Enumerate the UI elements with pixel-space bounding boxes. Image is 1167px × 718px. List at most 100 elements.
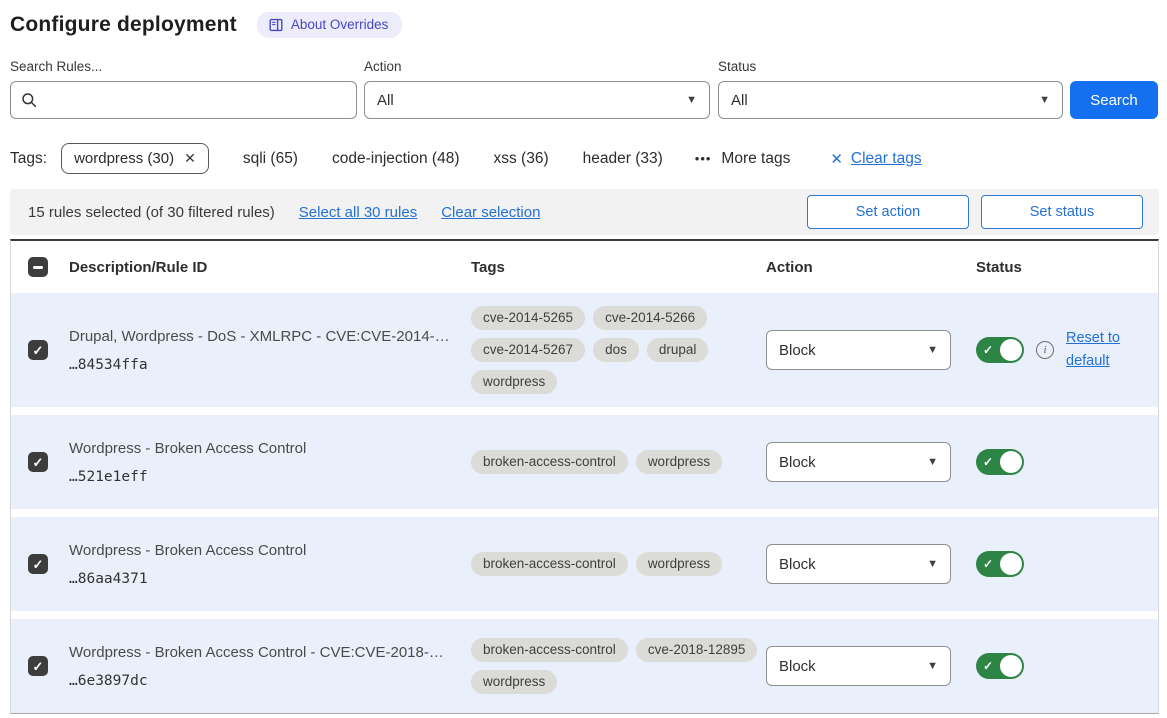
tag-pill: broken-access-control <box>471 552 628 576</box>
tag-filter-header[interactable]: header (33) <box>582 149 663 167</box>
check-icon: ✓ <box>983 455 994 469</box>
set-status-button[interactable]: Set status <box>981 195 1143 229</box>
check-icon: ✓ <box>983 343 994 357</box>
search-rules-label: Search Rules... <box>10 59 103 74</box>
tag-pill: cve-2018-12895 <box>635 638 758 662</box>
rule-id: …84534ffa <box>69 357 148 374</box>
clear-selection-link[interactable]: Clear selection <box>441 203 541 221</box>
info-icon: i <box>1036 341 1054 359</box>
action-select[interactable]: Block ▼ <box>766 330 951 370</box>
chevron-down-icon: ▼ <box>686 94 697 106</box>
rules-table: Description/Rule ID Tags Action Status ✓… <box>10 239 1159 714</box>
rule-id: …6e3897dc <box>69 673 148 690</box>
status-toggle[interactable]: ✓ <box>976 551 1024 577</box>
rule-description: Wordpress - Broken Access Control - CVE:… <box>69 643 444 661</box>
rule-tags: broken-access-control cve-2018-12895 wor… <box>471 638 766 694</box>
action-select-value: Block <box>779 555 816 573</box>
toggle-knob <box>1000 339 1022 361</box>
status-toggle[interactable]: ✓ <box>976 337 1024 363</box>
action-select[interactable]: Block ▼ <box>766 646 951 686</box>
status-toggle[interactable]: ✓ <box>976 653 1024 679</box>
column-header-status: Status <box>976 258 1022 276</box>
chevron-down-icon: ▼ <box>927 660 938 672</box>
ellipsis-icon: ••• <box>694 151 712 166</box>
selected-tag-label: wordpress (30) <box>74 150 175 167</box>
tag-pill: cve-2014-5267 <box>471 338 586 362</box>
action-select-value: Block <box>779 453 816 471</box>
search-button[interactable]: Search <box>1070 81 1158 119</box>
tag-filter-code-injection[interactable]: code-injection (48) <box>331 149 460 167</box>
more-tags-label: More tags <box>721 149 791 167</box>
set-action-button[interactable]: Set action <box>807 195 969 229</box>
status-filter-label: Status <box>718 59 757 74</box>
chevron-down-icon: ▼ <box>927 456 938 468</box>
clear-tags-label: Clear tags <box>850 149 922 167</box>
remove-tag-icon[interactable]: ✕ <box>184 150 196 166</box>
action-select[interactable]: Block ▼ <box>766 544 951 584</box>
rule-tags: broken-access-control wordpress <box>471 450 766 474</box>
row-checkbox[interactable]: ✓ <box>28 340 48 360</box>
table-row: ✓ Wordpress - Broken Access Control …86a… <box>11 517 1158 611</box>
selection-summary: 15 rules selected (of 30 filtered rules) <box>28 203 275 221</box>
check-icon: ✓ <box>983 659 994 673</box>
tag-pill: cve-2014-5265 <box>471 306 586 330</box>
tags-label: Tags: <box>10 149 48 167</box>
select-all-link[interactable]: Select all 30 rules <box>298 203 418 221</box>
rule-description: Wordpress - Broken Access Control <box>69 439 307 457</box>
column-header-tags: Tags <box>471 258 505 276</box>
reset-to-default-link[interactable]: Reset to default <box>1066 329 1120 369</box>
tag-pill: broken-access-control <box>471 638 628 662</box>
toggle-knob <box>1000 655 1022 677</box>
column-header-action: Action <box>766 258 813 276</box>
action-select[interactable]: Block ▼ <box>766 442 951 482</box>
selected-tag-chip[interactable]: wordpress (30) ✕ <box>61 143 209 174</box>
tag-pill: wordpress <box>471 370 558 394</box>
tag-pill: cve-2014-5266 <box>593 306 708 330</box>
toggle-knob <box>1000 451 1022 473</box>
tag-pill: wordpress <box>635 552 723 576</box>
rule-description: Drupal, Wordpress - DoS - XMLRPC - CVE:C… <box>69 327 450 345</box>
rule-id: …521e1eff <box>69 469 148 486</box>
tag-pill: dos <box>593 338 639 362</box>
tag-filter-xss[interactable]: xss (36) <box>493 149 549 167</box>
search-icon <box>22 93 37 108</box>
toggle-knob <box>1000 553 1022 575</box>
rule-description: Wordpress - Broken Access Control <box>69 541 307 559</box>
rule-id: …86aa4371 <box>69 571 148 588</box>
tags-bar: Tags: wordpress (30) ✕ sqli (65) code-in… <box>10 143 1159 174</box>
page-title: Configure deployment <box>10 13 237 36</box>
page-header: Configure deployment About Overrides <box>10 12 1159 38</box>
row-checkbox[interactable]: ✓ <box>28 452 48 472</box>
row-checkbox[interactable]: ✓ <box>28 656 48 676</box>
action-filter-select[interactable]: All ▼ <box>364 81 710 119</box>
action-select-value: Block <box>779 657 816 675</box>
status-toggle[interactable]: ✓ <box>976 449 1024 475</box>
about-overrides-badge[interactable]: About Overrides <box>256 12 403 38</box>
chevron-down-icon: ▼ <box>927 558 938 570</box>
chevron-down-icon: ▼ <box>927 344 938 356</box>
book-icon <box>269 18 283 31</box>
selection-bar: 15 rules selected (of 30 filtered rules)… <box>10 189 1159 235</box>
clear-tags-link[interactable]: ✕ Clear tags <box>830 150 921 168</box>
row-checkbox[interactable]: ✓ <box>28 554 48 574</box>
table-row: ✓ Wordpress - Broken Access Control …521… <box>11 415 1158 509</box>
search-input[interactable] <box>10 81 357 119</box>
tag-filter-sqli[interactable]: sqli (65) <box>242 149 298 167</box>
check-icon: ✓ <box>983 557 994 571</box>
close-icon: ✕ <box>830 150 843 168</box>
rule-tags: cve-2014-5265 cve-2014-5266 cve-2014-526… <box>471 306 766 394</box>
tag-pill: drupal <box>646 338 709 362</box>
more-tags-button[interactable]: ••• More tags <box>695 150 791 168</box>
action-filter-label: Action <box>364 59 402 74</box>
column-header-description: Description/Rule ID <box>69 258 208 276</box>
filter-bar: Search Rules... Action All ▼ Status All … <box>10 59 1159 119</box>
action-select-value: Block <box>779 341 816 359</box>
tag-pill: broken-access-control <box>471 450 628 474</box>
table-row: ✓ Wordpress - Broken Access Control - CV… <box>11 619 1158 713</box>
tag-pill: wordpress <box>471 670 558 694</box>
status-filter-select[interactable]: All ▼ <box>718 81 1063 119</box>
tag-pill: wordpress <box>635 450 723 474</box>
select-all-checkbox[interactable] <box>28 257 48 277</box>
action-filter-value: All <box>377 91 394 109</box>
